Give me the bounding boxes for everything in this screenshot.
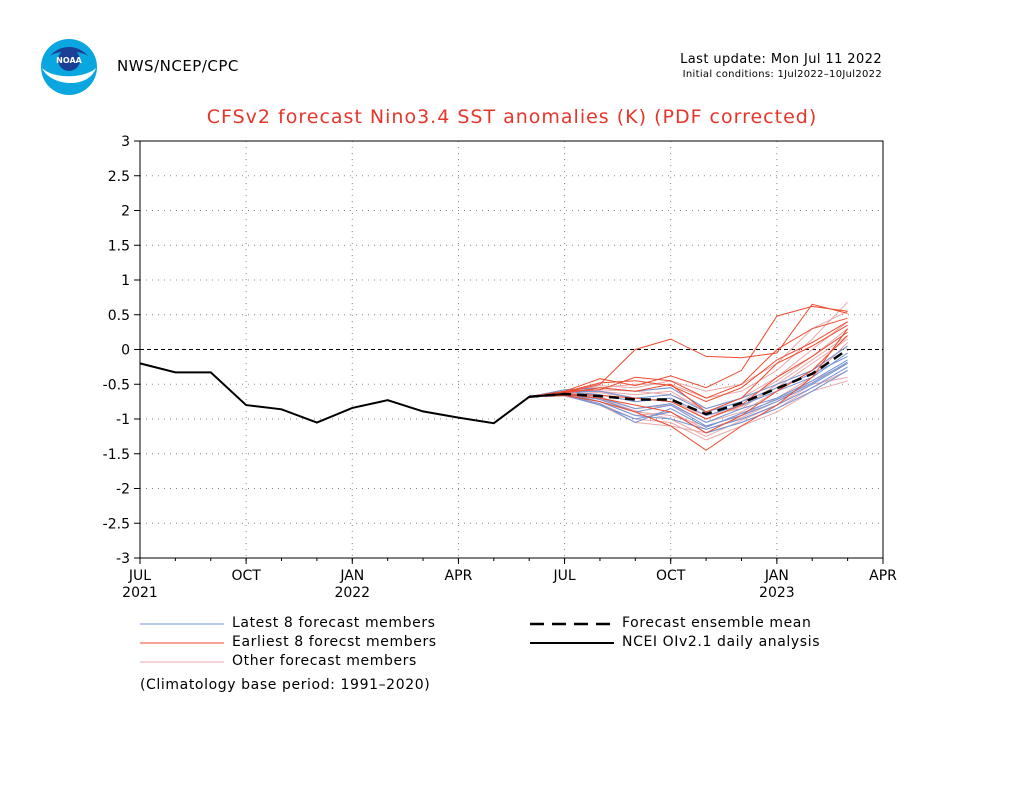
earliest-member-line (529, 321, 848, 403)
legend-lines (140, 622, 614, 663)
climatology-note: (Climatology base period: 1991–2020) (140, 677, 431, 693)
y-tick-label: -2.5 (103, 516, 130, 532)
other-member-line (529, 301, 848, 399)
legend-observed-label: NCEI OIv2.1 daily analysis (622, 634, 821, 650)
x-tick-year-label: 2023 (759, 585, 795, 601)
x-tick-label: JUL (128, 568, 151, 584)
x-tick-label: OCT (656, 568, 686, 584)
y-tick-label: -2 (116, 482, 130, 498)
earliest-member-line (529, 303, 848, 398)
y-tick-label: 3 (121, 134, 130, 150)
observed-line (139, 362, 565, 425)
grid-layer (140, 141, 883, 558)
other-member-line (529, 310, 848, 398)
axis-layer: 32.521.510.50-0.5-1-1.5-2-2.5-3JUL2021OC… (103, 134, 897, 601)
series-layer (139, 301, 849, 451)
legend-latest-label: Latest 8 forecast members (232, 615, 436, 631)
agency-label: NWS/NCEP/CPC (117, 57, 239, 75)
y-tick-label: 1 (121, 273, 130, 289)
noaa-logo: NOAA (40, 38, 98, 96)
y-tick-label: 2 (121, 204, 130, 220)
x-tick-year-label: 2022 (334, 585, 370, 601)
y-tick-label: -1 (116, 412, 130, 428)
y-tick-label: 0.5 (108, 308, 130, 324)
plot-frame (139, 140, 884, 559)
noaa-logo-icon: NOAA (41, 39, 97, 95)
x-tick-year-label: 2021 (122, 585, 158, 601)
initial-conditions-label: Initial conditions: 1Jul2022–10Jul2022 (682, 69, 882, 80)
y-tick-label: 1.5 (108, 238, 130, 254)
earliest-member-line (529, 305, 848, 398)
y-tick-label: -3 (116, 551, 130, 567)
y-tick-label: 2.5 (108, 169, 130, 185)
x-tick-label: JUL (552, 568, 575, 584)
x-tick-label: APR (445, 568, 473, 584)
legend-other-label: Other forecast members (232, 653, 417, 669)
y-tick-label: -1.5 (103, 447, 130, 463)
last-update-label: Last update: Mon Jul 11 2022 (680, 52, 882, 67)
legend-mean-label: Forecast ensemble mean (622, 615, 812, 631)
chart-title: CFSv2 forecast Nino3.4 SST anomalies (K)… (206, 106, 818, 128)
earliest-member-line (529, 317, 848, 399)
x-tick-label: JAN (764, 568, 789, 584)
y-tick-label: 0 (121, 343, 130, 359)
legend-earliest-label: Earliest 8 forecst members (232, 634, 437, 650)
svg-text:NOAA: NOAA (56, 56, 82, 65)
earliest-member-line (529, 328, 849, 451)
x-tick-label: OCT (231, 568, 261, 584)
ensemble-mean-line (529, 348, 849, 416)
latest-member-line (529, 366, 848, 430)
x-tick-label: JAN (339, 568, 364, 584)
y-tick-label: -0.5 (103, 377, 130, 393)
x-tick-label: APR (869, 568, 897, 584)
